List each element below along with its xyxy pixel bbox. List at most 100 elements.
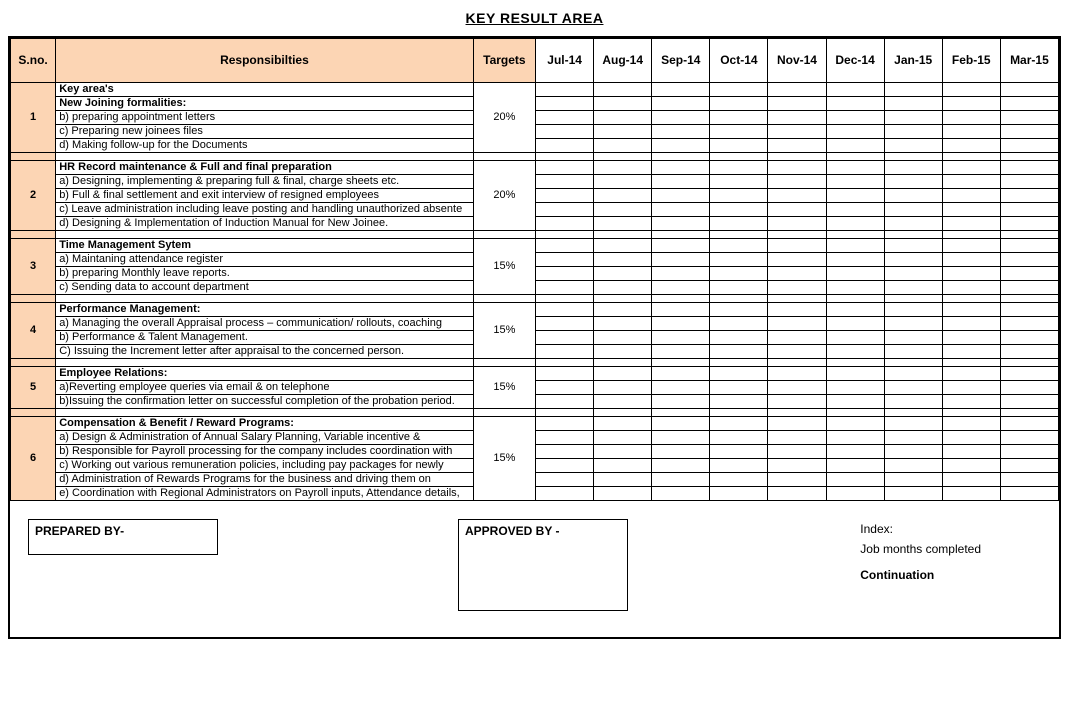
month-cell[interactable] [884,125,942,139]
month-cell[interactable] [536,239,594,253]
month-cell[interactable] [1000,445,1058,459]
month-cell[interactable] [652,431,710,445]
month-cell[interactable] [826,303,884,317]
month-cell[interactable] [536,253,594,267]
month-cell[interactable] [1000,367,1058,381]
month-cell[interactable] [594,317,652,331]
month-cell[interactable] [536,417,594,431]
month-cell[interactable] [884,111,942,125]
month-cell[interactable] [594,175,652,189]
month-cell[interactable] [826,459,884,473]
month-cell[interactable] [1000,217,1058,231]
month-cell[interactable] [826,381,884,395]
month-cell[interactable] [710,417,768,431]
month-cell[interactable] [826,267,884,281]
month-cell[interactable] [652,281,710,295]
month-cell[interactable] [768,253,826,267]
month-cell[interactable] [536,111,594,125]
month-cell[interactable] [768,281,826,295]
month-cell[interactable] [768,317,826,331]
month-cell[interactable] [710,445,768,459]
month-cell[interactable] [942,367,1000,381]
month-cell[interactable] [594,267,652,281]
month-cell[interactable] [942,345,1000,359]
month-cell[interactable] [942,395,1000,409]
month-cell[interactable] [826,417,884,431]
month-cell[interactable] [594,281,652,295]
month-cell[interactable] [652,317,710,331]
month-cell[interactable] [652,189,710,203]
month-cell[interactable] [942,381,1000,395]
month-cell[interactable] [710,381,768,395]
month-cell[interactable] [768,217,826,231]
month-cell[interactable] [1000,395,1058,409]
month-cell[interactable] [768,267,826,281]
month-cell[interactable] [652,175,710,189]
month-cell[interactable] [1000,239,1058,253]
month-cell[interactable] [536,125,594,139]
month-cell[interactable] [710,83,768,97]
month-cell[interactable] [884,303,942,317]
month-cell[interactable] [1000,345,1058,359]
month-cell[interactable] [652,239,710,253]
month-cell[interactable] [710,125,768,139]
month-cell[interactable] [536,473,594,487]
month-cell[interactable] [536,139,594,153]
month-cell[interactable] [710,217,768,231]
month-cell[interactable] [1000,189,1058,203]
month-cell[interactable] [536,487,594,501]
month-cell[interactable] [942,111,1000,125]
month-cell[interactable] [884,417,942,431]
month-cell[interactable] [594,139,652,153]
month-cell[interactable] [884,97,942,111]
month-cell[interactable] [536,431,594,445]
month-cell[interactable] [826,253,884,267]
month-cell[interactable] [884,473,942,487]
month-cell[interactable] [942,267,1000,281]
month-cell[interactable] [594,111,652,125]
month-cell[interactable] [710,161,768,175]
month-cell[interactable] [1000,111,1058,125]
month-cell[interactable] [826,217,884,231]
month-cell[interactable] [594,473,652,487]
month-cell[interactable] [826,83,884,97]
month-cell[interactable] [594,97,652,111]
month-cell[interactable] [652,217,710,231]
month-cell[interactable] [536,395,594,409]
month-cell[interactable] [942,139,1000,153]
month-cell[interactable] [594,161,652,175]
month-cell[interactable] [884,395,942,409]
month-cell[interactable] [826,189,884,203]
month-cell[interactable] [942,487,1000,501]
month-cell[interactable] [652,253,710,267]
month-cell[interactable] [710,395,768,409]
month-cell[interactable] [942,125,1000,139]
month-cell[interactable] [710,331,768,345]
month-cell[interactable] [652,473,710,487]
month-cell[interactable] [826,473,884,487]
month-cell[interactable] [1000,139,1058,153]
month-cell[interactable] [1000,303,1058,317]
month-cell[interactable] [536,459,594,473]
month-cell[interactable] [652,445,710,459]
month-cell[interactable] [942,175,1000,189]
month-cell[interactable] [710,267,768,281]
month-cell[interactable] [942,281,1000,295]
month-cell[interactable] [710,345,768,359]
month-cell[interactable] [884,381,942,395]
month-cell[interactable] [768,139,826,153]
month-cell[interactable] [1000,473,1058,487]
month-cell[interactable] [768,175,826,189]
month-cell[interactable] [1000,253,1058,267]
month-cell[interactable] [1000,267,1058,281]
month-cell[interactable] [594,125,652,139]
month-cell[interactable] [942,459,1000,473]
month-cell[interactable] [1000,331,1058,345]
month-cell[interactable] [536,267,594,281]
month-cell[interactable] [768,83,826,97]
month-cell[interactable] [884,175,942,189]
month-cell[interactable] [536,97,594,111]
month-cell[interactable] [884,267,942,281]
month-cell[interactable] [710,487,768,501]
month-cell[interactable] [826,331,884,345]
